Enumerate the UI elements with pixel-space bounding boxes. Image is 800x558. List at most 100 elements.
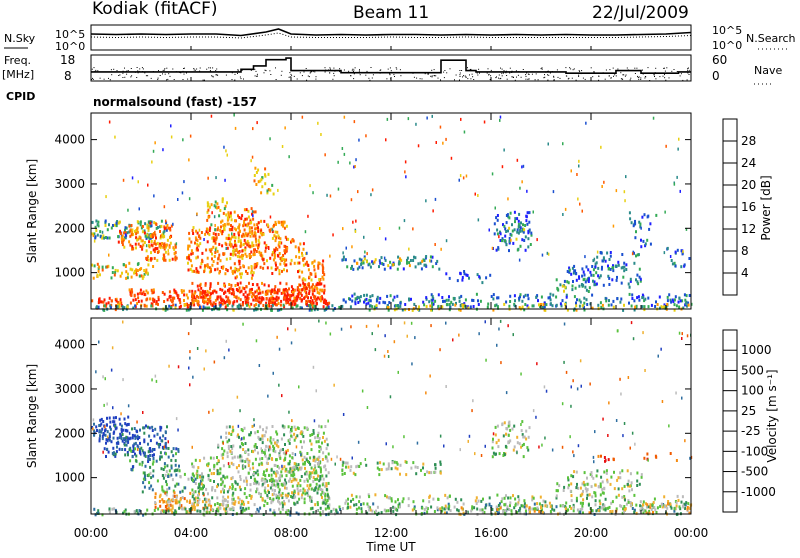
- velocity-cell: [148, 435, 150, 438]
- velocity-cell: [657, 506, 659, 509]
- power-cell: [262, 304, 264, 307]
- power-cell: [92, 221, 94, 224]
- nave-dot: [257, 76, 258, 77]
- velocity-cell: [98, 424, 100, 427]
- nave-dot: [550, 73, 551, 74]
- nave-dot: [598, 76, 599, 77]
- power-cell: [601, 252, 603, 255]
- power-cell: [239, 223, 241, 226]
- power-cell: [342, 251, 344, 254]
- nave-dot: [212, 67, 213, 68]
- velocity-cell: [618, 476, 620, 479]
- velocity-cell: [214, 489, 216, 492]
- velocity-cell: [229, 425, 231, 428]
- velocity-cell: [281, 438, 283, 441]
- velocity-cell: [283, 433, 285, 436]
- power-cell: [164, 242, 166, 245]
- power-cell: [201, 252, 203, 255]
- power-cell: [250, 235, 252, 238]
- nave-dot: [506, 75, 507, 76]
- power-cell: [205, 249, 207, 252]
- velocity-cell: [311, 467, 313, 470]
- nave-dot: [603, 72, 604, 73]
- nave-dot: [547, 74, 548, 75]
- power-cell: [688, 257, 690, 260]
- velocity-cell: [272, 425, 274, 428]
- power-cell: [242, 233, 244, 236]
- power-cell: [132, 299, 134, 302]
- velocity-cell: [239, 486, 241, 489]
- power-cell: [265, 247, 267, 250]
- velocity-cell: [356, 495, 358, 498]
- power-cell: [131, 224, 133, 227]
- velocity-cell: [391, 467, 393, 470]
- power-cell: [645, 242, 647, 245]
- velocity-cell: [342, 464, 344, 467]
- nave-dot: [130, 76, 131, 77]
- nave-dot: [512, 71, 513, 72]
- power-cell: [364, 257, 366, 260]
- velocity-cell: [405, 473, 407, 476]
- nave-dot: [648, 67, 649, 68]
- velocity-cell: [272, 483, 274, 486]
- power-cell: [521, 180, 523, 183]
- nave-dot: [199, 71, 200, 72]
- power-cell: [286, 282, 288, 285]
- power-cell: [224, 223, 226, 226]
- velocity-cell: [313, 429, 315, 432]
- power-cell: [527, 245, 529, 248]
- velocity-cell: [320, 507, 322, 510]
- power-cell: [230, 267, 232, 270]
- power-cell: [239, 266, 241, 269]
- power-cell: [431, 305, 433, 308]
- power-cell: [678, 301, 680, 304]
- power-cell: [349, 298, 351, 301]
- power-cell: [147, 272, 149, 275]
- nave-dot: [649, 80, 650, 81]
- velocity-cell: [302, 458, 304, 461]
- power-cell: [211, 115, 213, 118]
- nave-dot: [432, 76, 433, 77]
- power-cell: [197, 300, 199, 303]
- power-cell: [260, 254, 262, 257]
- nave-dot: [535, 79, 536, 80]
- power-cell: [288, 303, 290, 306]
- power-cell: [116, 222, 118, 225]
- velocity-cell: [450, 509, 452, 512]
- power-cell: [170, 124, 172, 127]
- power-cell: [269, 299, 271, 302]
- velocity-cell: [104, 447, 106, 450]
- power-cell: [175, 246, 177, 249]
- power-cell: [357, 267, 359, 270]
- nave-dot: [360, 74, 361, 75]
- nave-dot: [462, 76, 463, 77]
- power-cell: [286, 289, 288, 292]
- power-cell: [154, 141, 156, 144]
- velocity-cell: [341, 469, 343, 472]
- power-cell: [228, 234, 230, 237]
- power-cell: [342, 227, 344, 230]
- power-cell: [255, 244, 257, 247]
- velocity-cell: [347, 462, 349, 465]
- velocity-cell: [550, 510, 552, 513]
- velocity-cell: [242, 460, 244, 463]
- power-cell: [631, 297, 633, 300]
- velocity-cell: [225, 504, 227, 507]
- power-cell: [613, 225, 615, 228]
- power-cell: [118, 222, 120, 225]
- velocity-cell: [576, 486, 578, 489]
- velocity-cell: [598, 509, 600, 512]
- power-cell: [234, 227, 236, 230]
- power-cell: [195, 256, 197, 259]
- velocity-cell: [119, 418, 121, 421]
- power-cell: [582, 284, 584, 287]
- velocity-cell: [505, 494, 507, 497]
- nave-dot: [674, 69, 675, 70]
- velocity-cell: [266, 426, 268, 429]
- power-cell: [98, 301, 100, 304]
- velocity-cell: [579, 511, 581, 514]
- power-cell: [578, 165, 580, 168]
- power-cell: [125, 233, 127, 236]
- nave-dot: [664, 77, 665, 78]
- power-cell: [516, 238, 518, 241]
